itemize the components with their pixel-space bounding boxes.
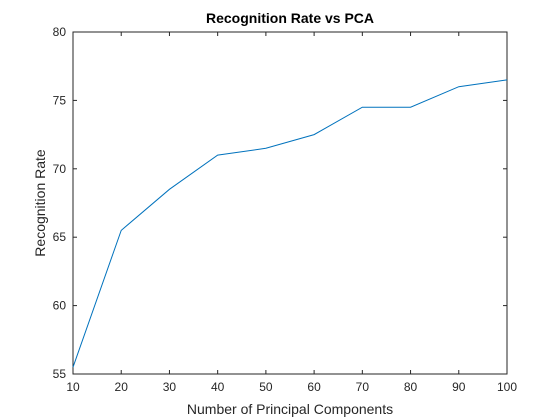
x-tick-label: 80 <box>404 380 418 394</box>
x-tick-label: 70 <box>356 380 370 394</box>
x-tick-label: 30 <box>163 380 177 394</box>
x-tick-label: 90 <box>452 380 466 394</box>
x-tick-label: 60 <box>307 380 321 394</box>
x-tick-label: 20 <box>115 380 129 394</box>
y-tick-label: 80 <box>53 25 67 39</box>
x-tick-label: 40 <box>211 380 225 394</box>
y-tick-label: 60 <box>53 299 67 313</box>
x-tick-label: 50 <box>259 380 273 394</box>
plot-area <box>72 31 508 375</box>
series-line <box>72 79 508 368</box>
x-axis-label: Number of Principal Components <box>187 401 393 417</box>
x-axis: 10 20 30 40 50 60 70 80 90 100 <box>66 32 517 394</box>
chart-title: Recognition Rate vs PCA <box>206 10 374 26</box>
y-tick-label: 65 <box>53 230 67 244</box>
y-tick-label: 55 <box>53 367 67 381</box>
x-tick-label: 100 <box>497 380 517 394</box>
y-tick-label: 70 <box>53 162 67 176</box>
y-axis-label: Recognition Rate <box>32 149 48 257</box>
y-tick-label: 75 <box>53 93 67 107</box>
y-axis: 55 60 65 70 75 80 <box>53 25 507 381</box>
x-tick-label: 10 <box>66 380 80 394</box>
